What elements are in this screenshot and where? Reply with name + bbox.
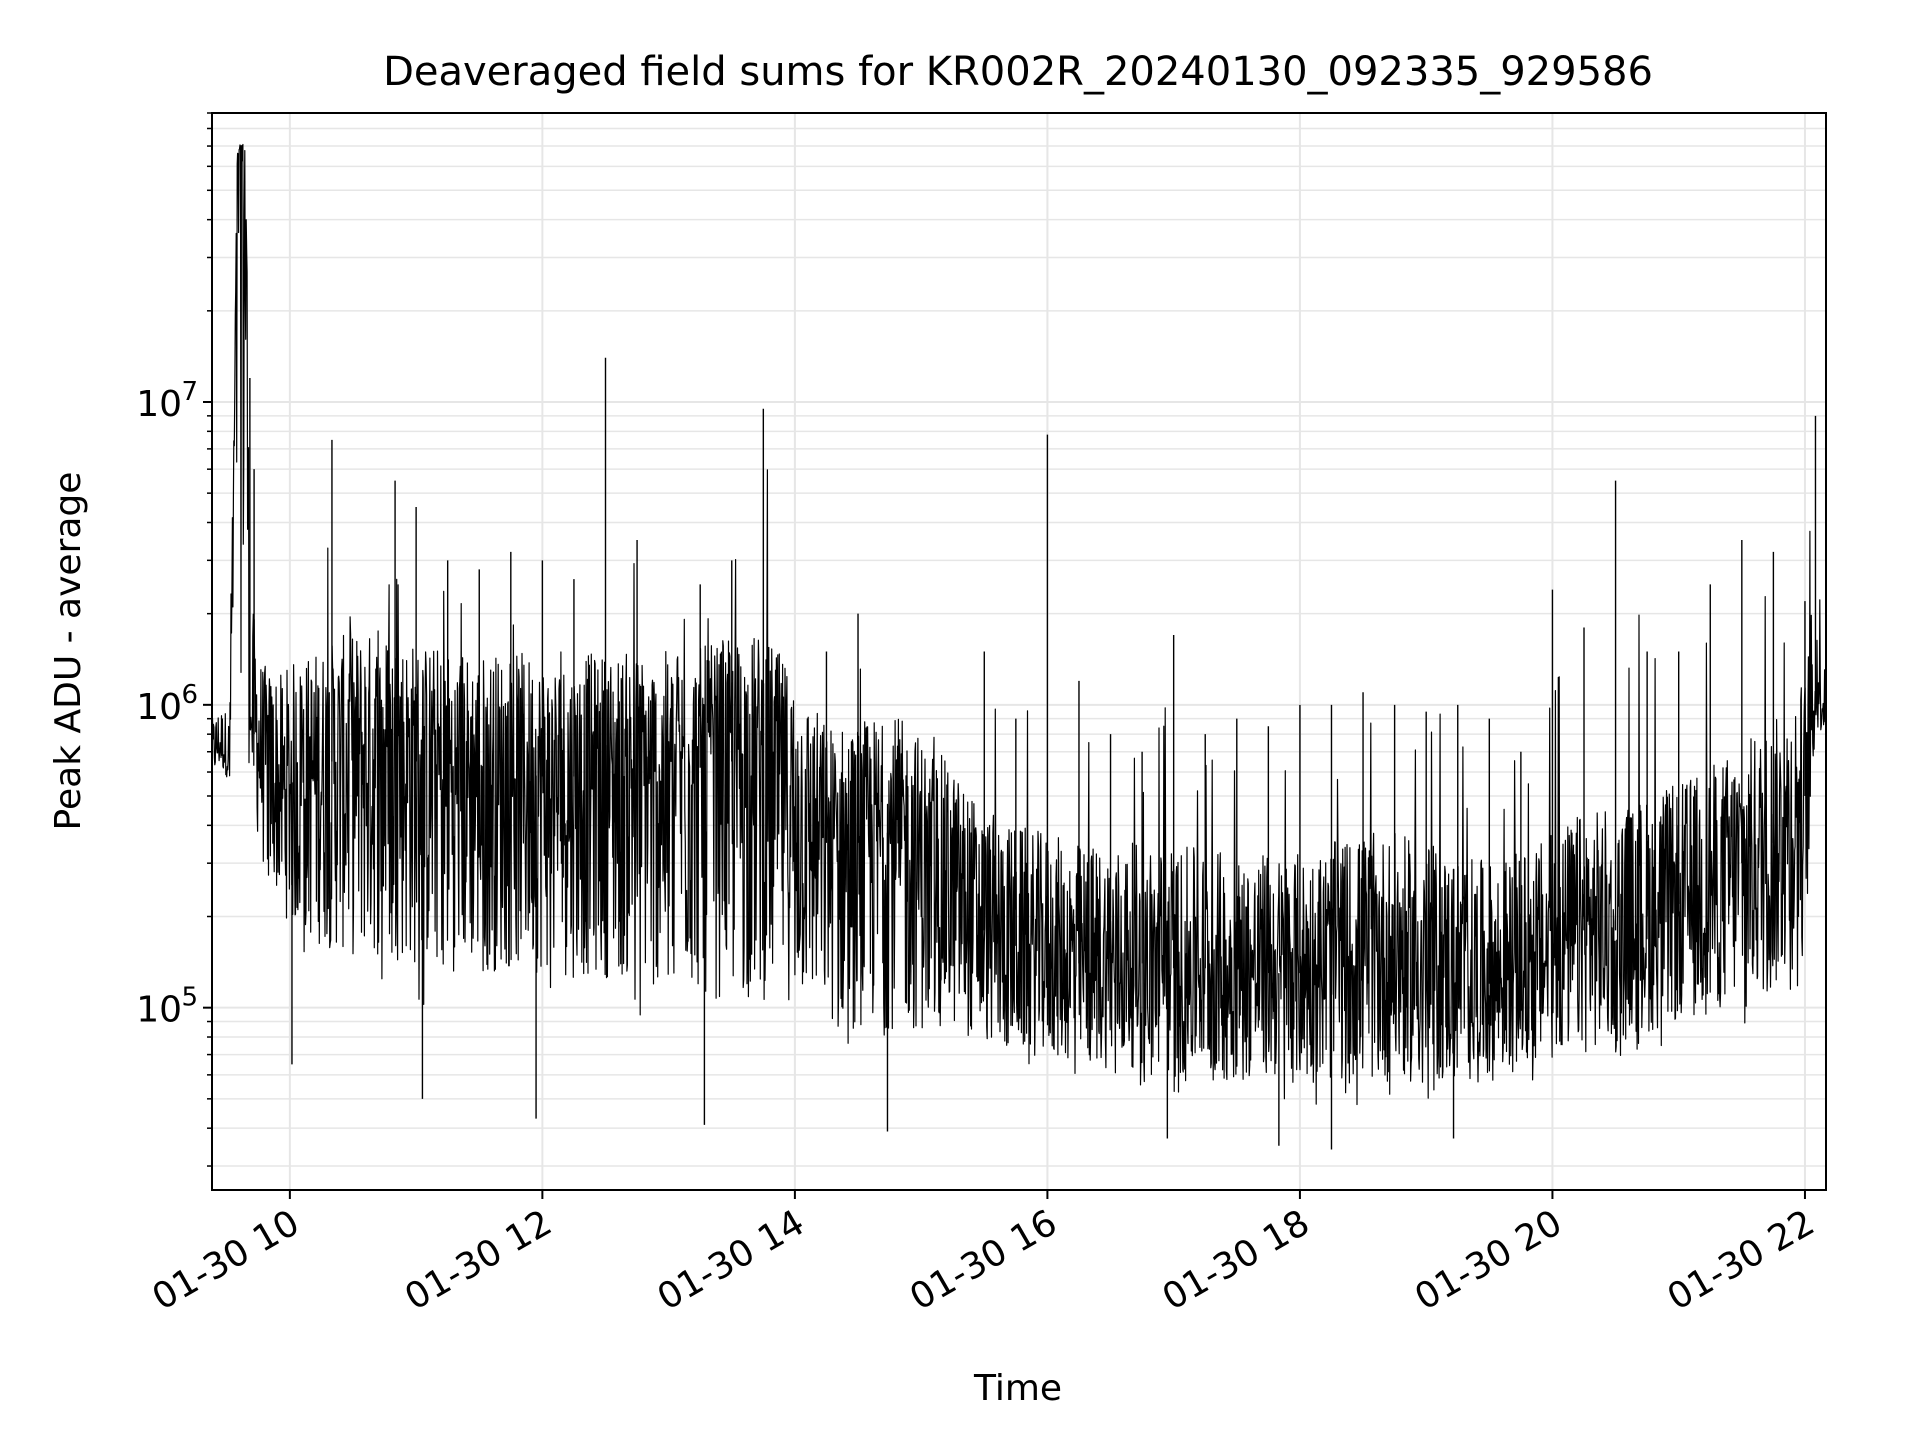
axes-frame <box>211 112 1827 1191</box>
y-tick-label: 10 <box>136 687 182 728</box>
y-tick-exponent: 7 <box>181 377 198 407</box>
chart-title: Deaveraged field sums for KR002R_2024013… <box>383 49 1653 95</box>
y-tick-exponent: 5 <box>181 983 198 1013</box>
series-line <box>212 143 1826 1106</box>
plot-area <box>212 143 1826 1150</box>
y-axis-label: Peak ADU - average <box>48 472 89 831</box>
y-tick-label: 10 <box>136 384 182 425</box>
x-axis-label: Time <box>973 1368 1062 1409</box>
y-tick-label: 10 <box>136 990 182 1031</box>
y-tick-exponent: 6 <box>181 680 198 710</box>
